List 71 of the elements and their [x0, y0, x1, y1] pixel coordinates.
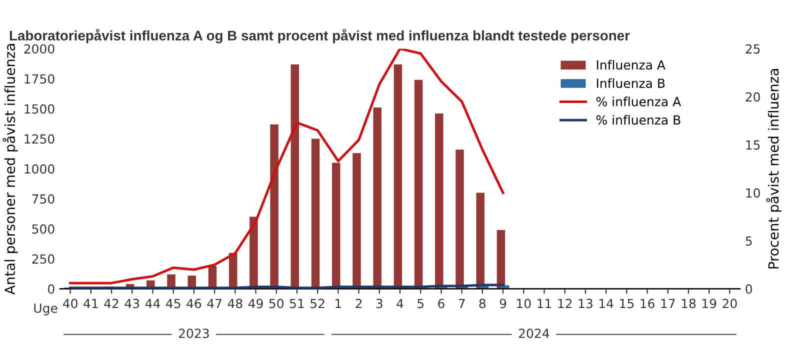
bar — [373, 108, 382, 289]
x-tick-label: 42 — [104, 298, 118, 308]
x-tick-label: 43 — [124, 298, 140, 308]
bar — [414, 80, 423, 289]
y-tick-label: 1500 — [24, 104, 54, 114]
legend-label: Influenza A — [596, 60, 666, 70]
legend-label: % influenza A — [596, 96, 682, 106]
bar — [270, 124, 278, 289]
y-tick-label: 250 — [32, 254, 54, 264]
x-tick-label: 4 — [396, 298, 404, 308]
x-tick-label: 49 — [248, 298, 263, 308]
x-tick-label: 3 — [376, 298, 382, 308]
y2-tick-label: 0 — [746, 284, 752, 294]
x-tick-label: 50 — [269, 298, 284, 308]
x-tick-label: 11 — [538, 298, 552, 308]
x-axis-title: Uge — [34, 304, 58, 316]
x-tick-label: 12 — [558, 298, 572, 308]
y2-tick-label: 25 — [746, 44, 760, 54]
x-tick-label: 6 — [438, 298, 444, 308]
legend-label: % influenza B — [596, 115, 680, 125]
bar — [476, 192, 484, 289]
bar — [290, 64, 300, 289]
y-tick-label: 2000 — [24, 44, 54, 54]
x-tick-label: 48 — [228, 298, 242, 308]
line-series — [69, 48, 504, 284]
x-tick-label: 44 — [145, 298, 160, 308]
bar — [394, 64, 402, 289]
x-tick-label: 19 — [702, 298, 716, 308]
y2-tick-label: 15 — [746, 140, 760, 150]
x-tick-label: 1 — [336, 298, 342, 308]
x-tick-label: 18 — [682, 298, 696, 308]
bar — [456, 150, 464, 289]
x-tick-label: 47 — [207, 298, 222, 308]
y-tick-label: 0 — [48, 284, 54, 294]
y2-axis-title: Procent påvist med influenza — [766, 69, 782, 268]
bar — [311, 138, 320, 289]
y2-tick-label: 20 — [746, 92, 760, 102]
y-axis-title: Antal personer med påvist influenza — [2, 44, 18, 295]
x-tick-label: 45 — [166, 298, 180, 308]
y2-tick-label: 10 — [746, 188, 760, 198]
x-tick-label: 5 — [418, 298, 424, 308]
y-tick-label: 1250 — [24, 134, 54, 144]
x-tick-label: 7 — [458, 298, 465, 308]
legend-label: Influenza B — [596, 78, 665, 88]
x-tick-label: 51 — [290, 298, 304, 308]
bar — [332, 162, 340, 289]
y-tick-label: 750 — [32, 194, 54, 204]
x-tick-label: 14 — [599, 298, 614, 308]
x-tick-label: 40 — [62, 298, 78, 308]
bar — [352, 153, 361, 289]
x-tick-label: 15 — [620, 298, 634, 308]
text: 2024 — [518, 328, 550, 338]
y-tick-label: 500 — [32, 224, 54, 234]
x-tick-label: 52 — [310, 298, 324, 308]
x-tick-label: 13 — [578, 298, 592, 308]
x-tick-label: 17 — [661, 298, 675, 308]
x-tick-label: 2 — [356, 298, 362, 308]
text: 2023 — [178, 328, 209, 338]
y-tick-label: 1000 — [24, 164, 54, 174]
x-tick-label: 8 — [479, 298, 486, 308]
x-tick-label: 46 — [186, 298, 202, 308]
x-tick-label: 16 — [640, 298, 654, 308]
x-tick-label: 41 — [84, 298, 98, 308]
bar — [435, 114, 444, 289]
bar — [496, 230, 506, 289]
y-tick-label: 1750 — [24, 74, 54, 84]
y2-tick-label: 5 — [746, 236, 752, 246]
x-tick-label: 10 — [517, 298, 531, 308]
chart-title: Laboratoriepåvist influenza A og B samt procent påvist med influenza blandt testede personer — [10, 28, 630, 44]
x-tick-label: 9 — [500, 298, 506, 308]
x-tick-label: 20 — [722, 298, 737, 308]
